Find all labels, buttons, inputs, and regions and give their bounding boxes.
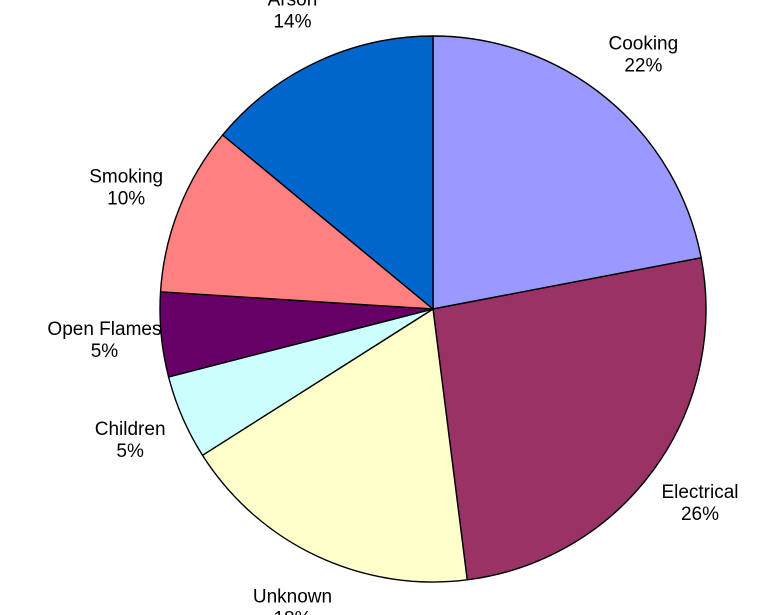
pie-label-percent: 26%: [681, 504, 719, 525]
pie-label-category: Smoking: [89, 167, 163, 188]
pie-slice-electrical: [432, 257, 707, 581]
pie-label-category: Cooking: [608, 34, 678, 55]
pie-label-category: Children: [95, 419, 166, 440]
pie-label-cooking: Cooking 22%: [608, 34, 678, 77]
pie-label-percent: 5%: [116, 441, 144, 462]
pie-label-smoking: Smoking 10%: [89, 167, 163, 210]
pie-label-percent: 14%: [273, 11, 311, 32]
pie-label-percent: 22%: [624, 56, 662, 77]
pie-slices: [159, 35, 707, 583]
pie-label-category: Arson: [268, 0, 318, 10]
pie-slice-cooking: [432, 35, 702, 310]
pie-label-percent: 5%: [91, 341, 119, 362]
pie-label-category: Electrical: [661, 482, 738, 503]
pie-label-percent: 10%: [107, 189, 145, 210]
pie-label-arson: Arson14%: [268, 0, 318, 32]
pie-label-percent: 18%: [273, 609, 311, 615]
pie-label-electrical: Electrical 26%: [661, 482, 738, 525]
pie-label-category: Open Flames: [47, 319, 161, 340]
pie-label-open-flames: Open Flames 5%: [47, 319, 161, 362]
pie-label-category: Unknown: [253, 587, 332, 608]
pie-slice-arson: [221, 35, 434, 310]
pie-slice-unknown: [201, 308, 468, 583]
pie-label-children: Children 5%: [95, 419, 166, 462]
pie-slice-smoking: [159, 134, 434, 310]
pie-label-unknown: Unknown18%: [253, 587, 332, 615]
